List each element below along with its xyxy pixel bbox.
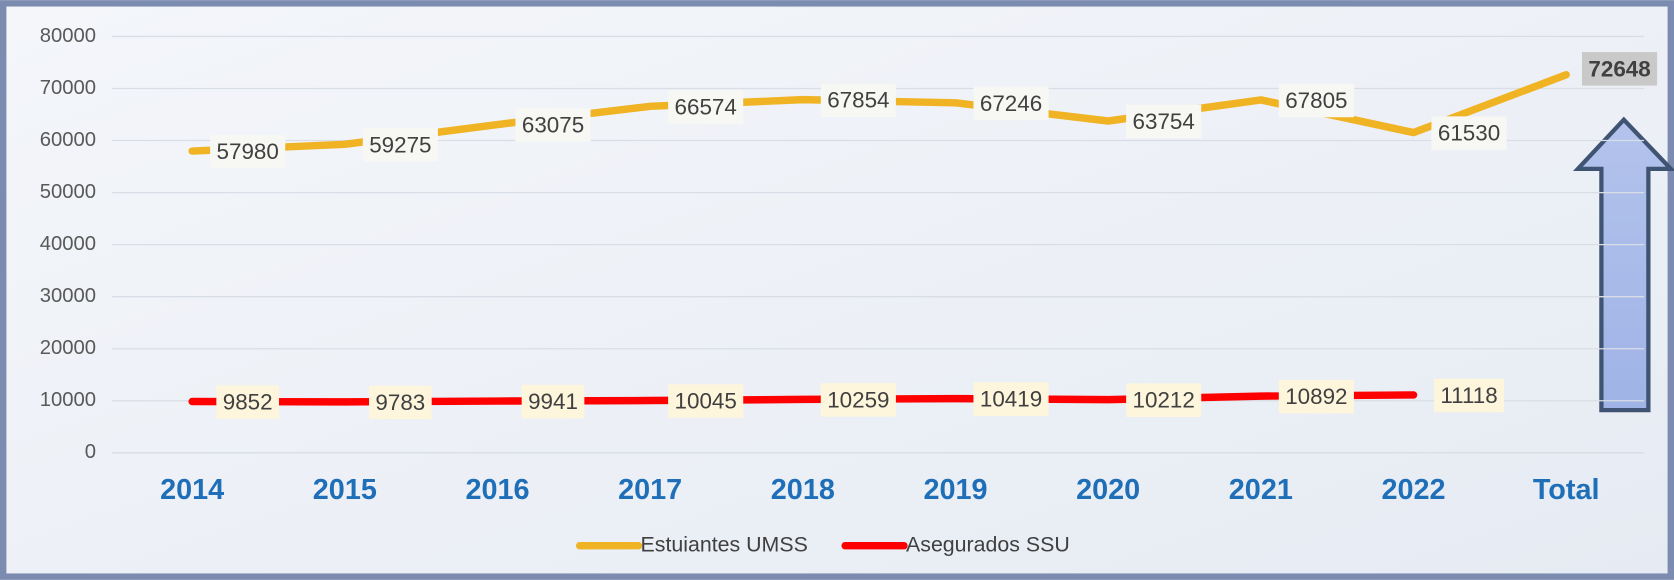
- data-label: 10212: [1133, 388, 1195, 413]
- data-label-box: [1581, 52, 1658, 86]
- x-tick-label: 2017: [618, 474, 682, 506]
- legend-label: Asegurados SSU: [906, 532, 1070, 556]
- data-label-group: 57980: [210, 134, 286, 169]
- data-label-box: [820, 83, 896, 117]
- data-label-group: 67805: [1278, 83, 1354, 118]
- y-tick-label: 20000: [40, 337, 96, 359]
- data-label-box: [820, 383, 896, 417]
- data-label-box: [668, 384, 744, 418]
- data-label-box: [216, 385, 280, 419]
- data-label-box: [515, 108, 591, 142]
- data-label: 63075: [522, 113, 584, 138]
- data-label: 10892: [1285, 384, 1347, 409]
- data-label-box: [210, 134, 286, 169]
- data-label-box: [362, 128, 438, 162]
- x-tick-label: 2020: [1076, 474, 1140, 506]
- data-label-group: 63754: [1126, 104, 1202, 139]
- x-tick-label: 2016: [465, 474, 529, 506]
- data-label-box: [973, 86, 1049, 121]
- data-label-group: 10259: [820, 383, 896, 417]
- x-tick-label: 2018: [771, 474, 835, 506]
- data-label-box: [1126, 104, 1202, 139]
- up-arrow: [1572, 116, 1674, 413]
- y-tick-label: 60000: [40, 129, 96, 151]
- y-tick-label: 40000: [40, 233, 96, 255]
- data-label-group: 10419: [973, 382, 1049, 416]
- data-label: 11118: [1440, 383, 1497, 408]
- data-label-group: 67854: [820, 83, 896, 117]
- data-label: 59275: [369, 132, 431, 157]
- y-tick-label: 70000: [40, 77, 96, 99]
- data-label-group: 66574: [668, 90, 744, 124]
- data-label-box: [1431, 116, 1507, 150]
- data-label-group: 9941: [521, 384, 585, 419]
- y-tick-label: 10000: [40, 389, 96, 411]
- data-label: 10259: [827, 387, 889, 412]
- data-label: 72648: [1588, 56, 1650, 81]
- data-label-box: [1278, 83, 1354, 118]
- data-label: 9783: [375, 390, 425, 415]
- data-label-group: 9783: [369, 385, 432, 420]
- data-label-group: 11118: [1433, 378, 1505, 413]
- data-label-box: [1278, 379, 1354, 414]
- data-label-box: [973, 382, 1049, 416]
- data-label-box: [1126, 383, 1202, 417]
- plot-area: 0 10000 20000 30000 40000 50000 60000 70000 8000…: [40, 25, 1658, 556]
- data-label-group: 72648: [1581, 52, 1658, 86]
- data-label-box: [668, 90, 744, 124]
- data-label: 67854: [827, 88, 889, 113]
- data-label: 66574: [675, 94, 737, 119]
- y-tick-label: 50000: [40, 181, 96, 203]
- data-label: 61530: [1438, 121, 1500, 146]
- data-label: 63754: [1133, 109, 1195, 134]
- data-label-box: [521, 384, 585, 419]
- data-label: 10045: [675, 389, 737, 414]
- data-label: 10419: [980, 387, 1042, 412]
- data-label-group: 63075: [515, 108, 591, 142]
- data-label: 67246: [980, 91, 1042, 116]
- data-label-group: 10212: [1126, 383, 1202, 417]
- data-label-group: 61530: [1431, 116, 1507, 150]
- data-label-group: 67246: [973, 86, 1049, 121]
- data-label-group: 9852: [216, 385, 280, 419]
- data-label: 67805: [1285, 88, 1347, 113]
- data-label-box: [1433, 378, 1505, 413]
- x-tick-label: 2015: [313, 474, 377, 506]
- x-tick-label: 2014: [160, 474, 224, 506]
- data-label-box: [369, 385, 432, 420]
- legend-label: Estuiantes UMSS: [641, 532, 808, 556]
- x-tick-label: 2019: [923, 474, 987, 506]
- x-tick-label: 2021: [1229, 474, 1293, 506]
- x-tick-label: Total: [1533, 474, 1600, 506]
- data-label: 57980: [217, 139, 279, 164]
- data-label-group: 10892: [1278, 379, 1354, 414]
- data-label: 9852: [223, 390, 273, 415]
- data-label: 9941: [528, 389, 578, 414]
- data-label-group: 10045: [668, 384, 744, 418]
- y-tick-label: 30000: [40, 285, 96, 307]
- y-tick-label: 80000: [40, 25, 96, 47]
- y-tick-label: 0: [85, 441, 96, 463]
- data-label-group: 59275: [362, 128, 438, 162]
- x-tick-label: 2022: [1381, 474, 1445, 506]
